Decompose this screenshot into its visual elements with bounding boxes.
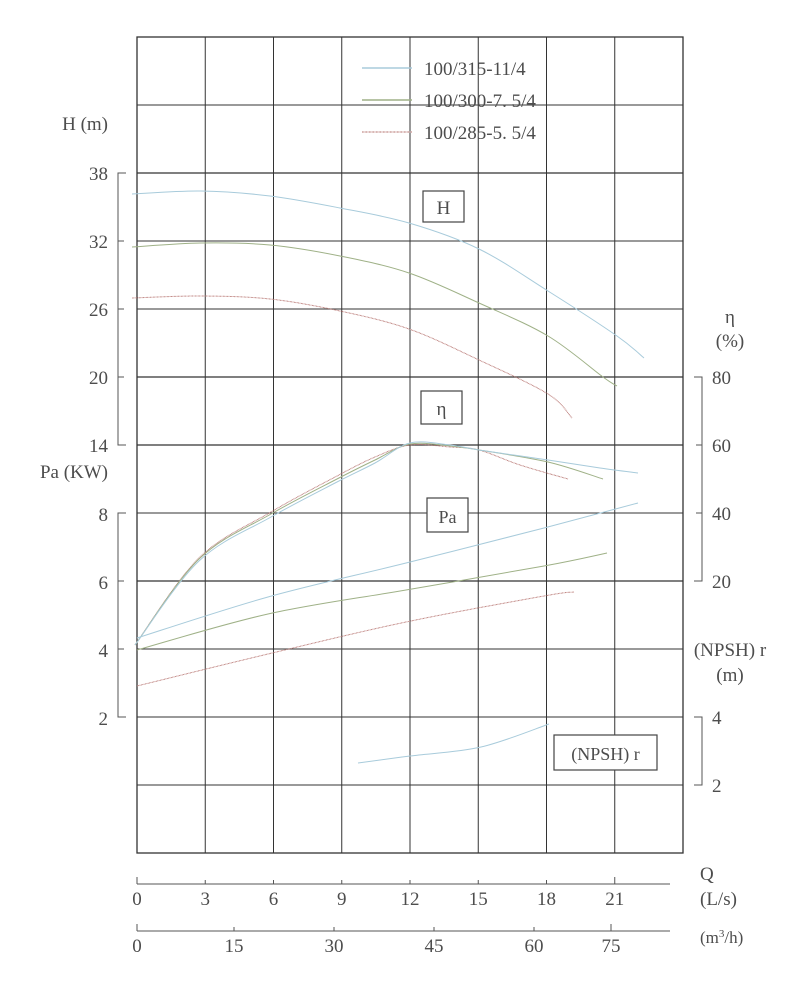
svg-text:26: 26 [89,300,108,321]
svg-text:4: 4 [99,641,109,662]
svg-text:60: 60 [712,436,731,457]
svg-text:H: H [437,198,451,219]
svg-text:21: 21 [605,889,624,910]
svg-text:20: 20 [89,368,108,389]
svg-text:4: 4 [712,708,722,729]
svg-text:20: 20 [712,572,731,593]
svg-text:0: 0 [132,889,142,910]
svg-text:100/315-11/4: 100/315-11/4 [424,59,526,80]
svg-text:30: 30 [325,936,344,957]
svg-text:80: 80 [712,368,731,389]
svg-text:38: 38 [89,164,108,185]
svg-text:6: 6 [99,573,109,594]
svg-text:75: 75 [602,936,621,957]
svg-text:(NPSH) r: (NPSH) r [571,744,640,765]
svg-text:η: η [725,307,735,328]
svg-text:0: 0 [132,936,142,957]
svg-text:Pa (KW): Pa (KW) [40,462,108,483]
svg-text:(m): (m) [716,665,743,686]
svg-text:(L/s): (L/s) [700,889,737,910]
svg-text:18: 18 [537,889,556,910]
svg-text:2: 2 [712,776,722,797]
svg-text:100/285-5. 5/4: 100/285-5. 5/4 [424,123,536,144]
svg-text:(NPSH) r: (NPSH) r [694,640,767,661]
svg-text:8: 8 [99,505,109,526]
svg-text:η: η [437,399,447,420]
svg-text:40: 40 [712,504,731,525]
svg-text:6: 6 [269,889,279,910]
svg-text:12: 12 [401,889,420,910]
svg-text:Pa: Pa [439,507,457,527]
svg-text:2: 2 [99,709,109,730]
svg-text:14: 14 [89,436,109,457]
svg-text:15: 15 [225,936,244,957]
svg-text:60: 60 [525,936,544,957]
svg-text:15: 15 [469,889,488,910]
svg-text:32: 32 [89,232,108,253]
svg-text:3: 3 [201,889,211,910]
svg-text:Q: Q [700,864,714,885]
svg-text:H (m): H (m) [62,114,108,135]
svg-text:(%): (%) [716,331,744,352]
svg-text:100/300-7. 5/4: 100/300-7. 5/4 [424,91,536,112]
svg-text:9: 9 [337,889,347,910]
svg-text:45: 45 [425,936,444,957]
